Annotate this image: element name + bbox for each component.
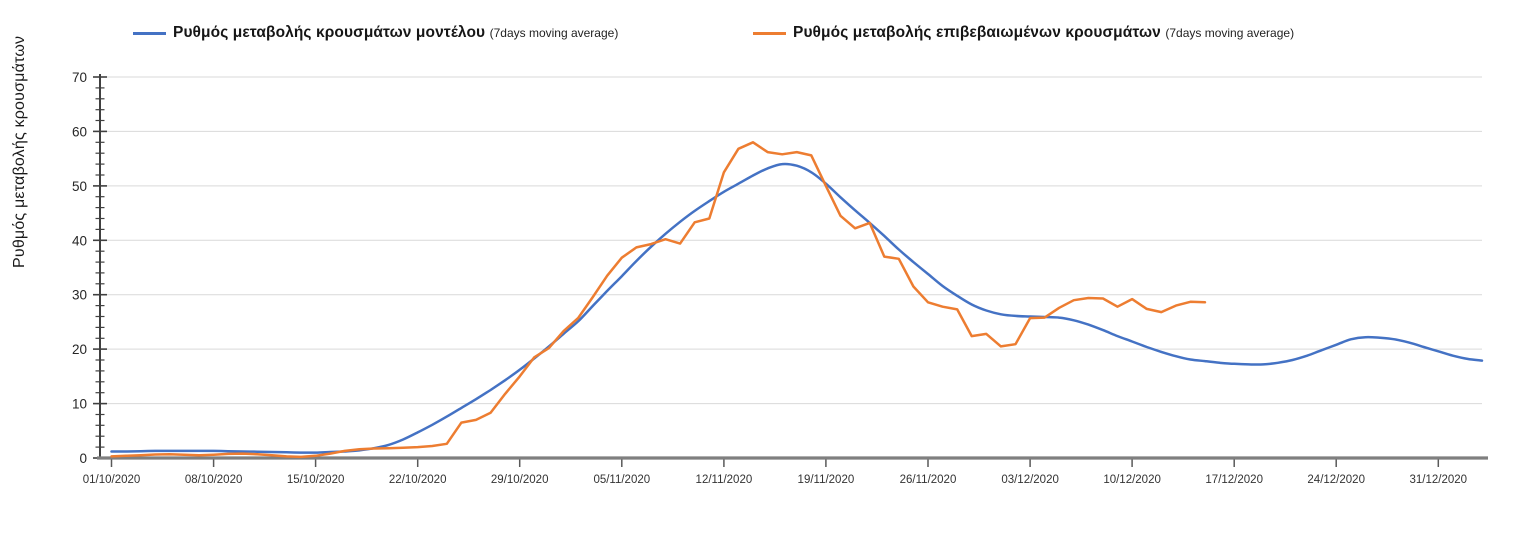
x-tick-label: 03/12/2020 bbox=[1001, 474, 1059, 486]
y-tick-label: 60 bbox=[72, 124, 87, 139]
y-tick-label: 0 bbox=[79, 451, 87, 466]
x-tick-label: 22/10/2020 bbox=[389, 474, 447, 486]
y-tick-label: 70 bbox=[72, 70, 87, 85]
legend-item-model: Ρυθμός μεταβολής κρουσμάτων μοντέλου (7d… bbox=[133, 20, 618, 46]
x-tick-label: 26/11/2020 bbox=[900, 474, 957, 486]
legend-label-confirmed: Ρυθμός μεταβολής επιβεβαιωμένων κρουσμάτ… bbox=[793, 24, 1161, 41]
legend-sublabel-confirmed: (7days moving average) bbox=[1165, 26, 1295, 40]
x-tick-label: 17/12/2020 bbox=[1205, 474, 1263, 486]
x-tick-label: 19/11/2020 bbox=[798, 474, 855, 486]
series-line-0 bbox=[110, 162, 1484, 454]
x-tick-label: 24/12/2020 bbox=[1307, 474, 1365, 486]
legend-line-sample-confirmed bbox=[753, 31, 786, 35]
x-tick-label: 05/11/2020 bbox=[593, 474, 650, 486]
x-tick-label: 31/12/2020 bbox=[1410, 474, 1468, 486]
y-tick-label: 20 bbox=[72, 342, 87, 357]
legend-line-sample-model bbox=[133, 31, 166, 35]
x-tick-label: 12/11/2020 bbox=[696, 474, 753, 486]
legend-sublabel-model: (7days moving average) bbox=[489, 26, 619, 40]
x-tick-label: 10/12/2020 bbox=[1103, 474, 1161, 486]
y-tick-label: 10 bbox=[72, 397, 87, 412]
legend-item-confirmed: Ρυθμός μεταβολής επιβεβαιωμένων κρουσμάτ… bbox=[753, 20, 1294, 46]
x-tick-label: 01/10/2020 bbox=[83, 474, 141, 486]
x-tick-label: 29/10/2020 bbox=[491, 474, 549, 486]
legend-label-model: Ρυθμός μεταβολής κρουσμάτων μοντέλου bbox=[173, 24, 486, 41]
series-line-1 bbox=[110, 141, 1207, 459]
y-tick-label: 40 bbox=[72, 233, 87, 248]
x-tick-label: 08/10/2020 bbox=[185, 474, 243, 486]
y-tick-label: 30 bbox=[72, 288, 87, 303]
chart-legend: Ρυθμός μεταβολής κρουσμάτων μοντέλου (7d… bbox=[0, 0, 1519, 50]
x-tick-label: 15/10/2020 bbox=[287, 474, 345, 486]
y-tick-label: 50 bbox=[72, 179, 87, 194]
